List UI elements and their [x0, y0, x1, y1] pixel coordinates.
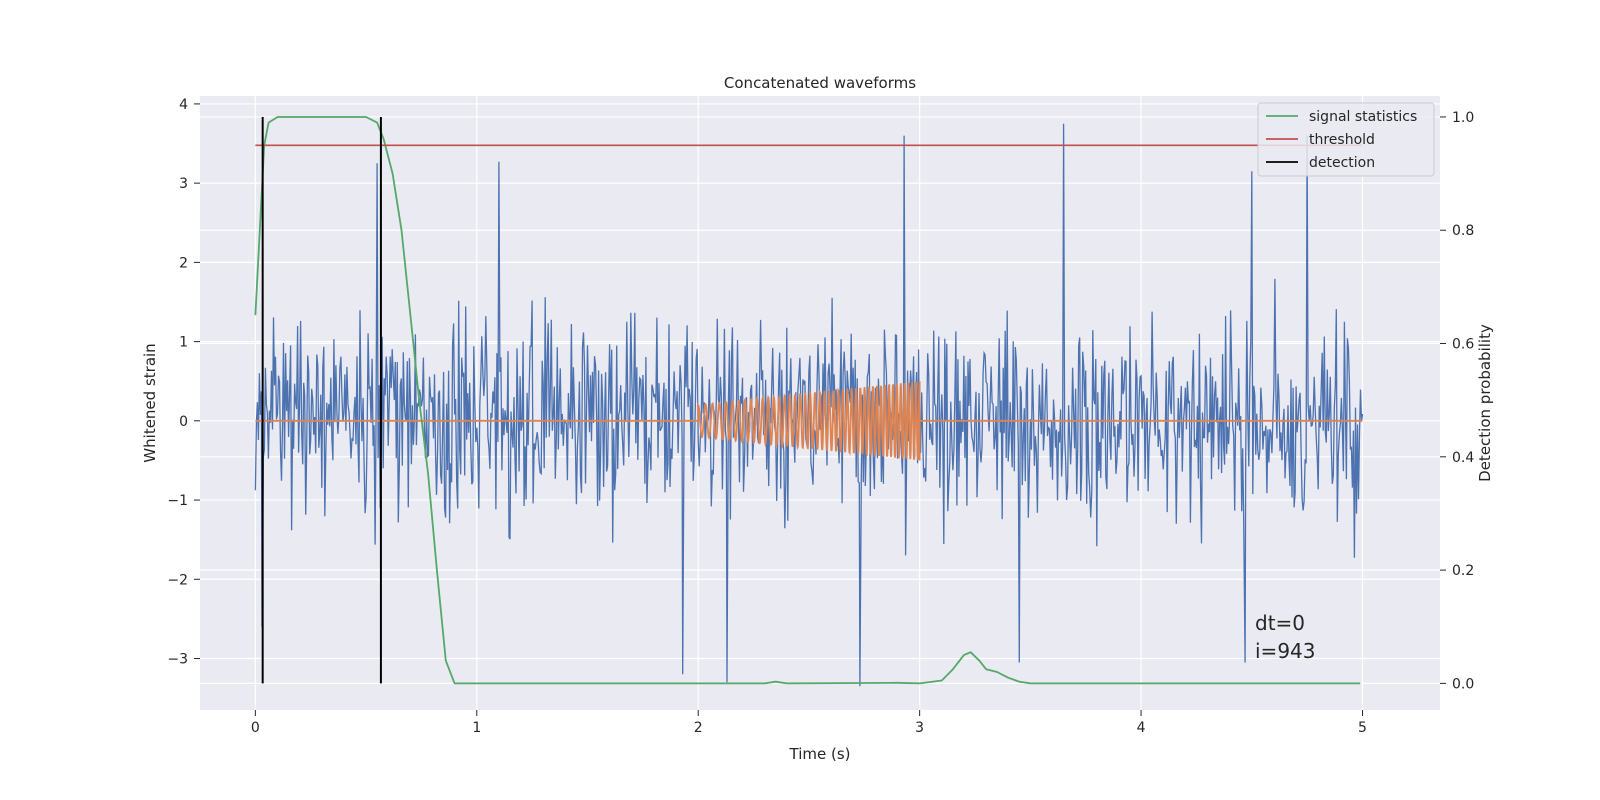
y-tick-label: −2 — [167, 572, 188, 588]
y-tick-label: 3 — [179, 176, 188, 192]
x-axis: 0 1 2 3 4 5 — [251, 710, 1367, 736]
series-signal-statistics — [254, 116, 1361, 685]
y-tick-label: 1 — [179, 335, 188, 351]
y-axis-left: 4 3 2 1 0 −1 −2 −3 — [167, 97, 200, 668]
y-tick-label: −1 — [167, 493, 188, 509]
y2-tick-label: 0.8 — [1452, 223, 1474, 239]
legend: signal statistics threshold detection — [1257, 102, 1435, 177]
y-tick-label: 0 — [179, 414, 188, 430]
annotation-dt: dt=0 — [1255, 611, 1305, 635]
x-tick-label: 2 — [694, 720, 703, 736]
legend-box — [1257, 102, 1435, 177]
series-noise — [254, 123, 1364, 687]
legend-label-signal-statistics: signal statistics — [1309, 109, 1417, 125]
y-axis-right: 1.0 0.8 0.6 0.4 0.2 0.0 — [1440, 110, 1474, 692]
legend-label-threshold: threshold — [1309, 132, 1375, 148]
y-tick-label: −3 — [167, 652, 188, 668]
y-axis-label: Whitened strain — [141, 343, 159, 462]
y2-tick-label: 0.2 — [1452, 563, 1474, 579]
y2-tick-label: 1.0 — [1452, 110, 1474, 126]
x-tick-label: 5 — [1358, 720, 1367, 736]
x-tick-label: 0 — [251, 720, 260, 736]
signal-statistics-line — [254, 116, 1361, 685]
y-tick-label: 4 — [179, 97, 188, 113]
x-tick-label: 4 — [1137, 720, 1146, 736]
x-tick-label: 3 — [915, 720, 924, 736]
chart-title: Concatenated waveforms — [724, 74, 916, 92]
x-tick-label: 1 — [472, 720, 481, 736]
chirp-line — [255, 381, 1363, 461]
annotation-i: i=943 — [1255, 639, 1316, 663]
series-chirp — [255, 381, 1363, 461]
y2-tick-label: 0.0 — [1452, 676, 1474, 692]
y2-tick-label: 0.4 — [1452, 450, 1474, 466]
y2-tick-label: 0.6 — [1452, 337, 1474, 353]
y2-axis-label: Detection probability — [1476, 324, 1494, 482]
y-tick-label: 2 — [179, 255, 188, 271]
x-axis-label: Time (s) — [789, 745, 851, 763]
series-detection — [261, 116, 382, 684]
noise-line — [254, 123, 1364, 687]
legend-label-detection: detection — [1309, 155, 1375, 171]
